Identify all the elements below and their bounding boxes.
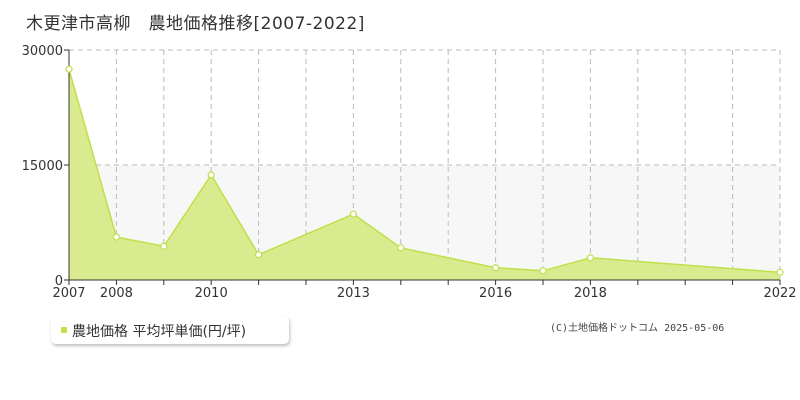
x-tick-label: 2013 bbox=[337, 286, 370, 301]
data-points bbox=[65, 65, 784, 276]
data-point bbox=[255, 251, 263, 259]
x-tick-label: 2016 bbox=[479, 286, 512, 301]
data-point bbox=[112, 233, 121, 241]
legend: 農地価格 平均坪単価(円/坪) bbox=[51, 316, 289, 344]
y-tick-label: 30000 bbox=[22, 44, 63, 59]
series-area bbox=[69, 69, 780, 281]
x-tick-label: 2022 bbox=[763, 286, 796, 301]
data-point bbox=[207, 171, 215, 179]
data-point bbox=[349, 210, 357, 218]
legend-label: 農地価格 平均坪単価(円/坪) bbox=[72, 324, 247, 340]
x-tick-label: 2008 bbox=[100, 286, 133, 301]
data-point bbox=[586, 254, 595, 262]
data-point bbox=[492, 264, 500, 272]
data-point bbox=[160, 242, 168, 250]
copyright-text: (C)土地価格ドットコム 2025-05-06 bbox=[550, 323, 725, 334]
y-tick-label: 15000 bbox=[22, 159, 63, 174]
tick-labels: 0 15000 30000 2007 2008 2010 2013 2016 2018 2022 bbox=[22, 44, 797, 301]
x-tick-label: 2007 bbox=[52, 286, 85, 301]
x-tick-label: 2010 bbox=[195, 286, 228, 301]
data-point bbox=[776, 268, 784, 276]
chart-title: 木更津市高柳 農地価格推移[2007-2022] bbox=[26, 14, 365, 34]
data-point bbox=[539, 267, 547, 275]
legend-swatch bbox=[61, 327, 67, 333]
data-point bbox=[397, 244, 405, 252]
data-point bbox=[65, 65, 73, 73]
y-tick-label: 0 bbox=[55, 274, 63, 289]
axes bbox=[64, 49, 781, 285]
x-tick-label: 2018 bbox=[574, 286, 607, 301]
